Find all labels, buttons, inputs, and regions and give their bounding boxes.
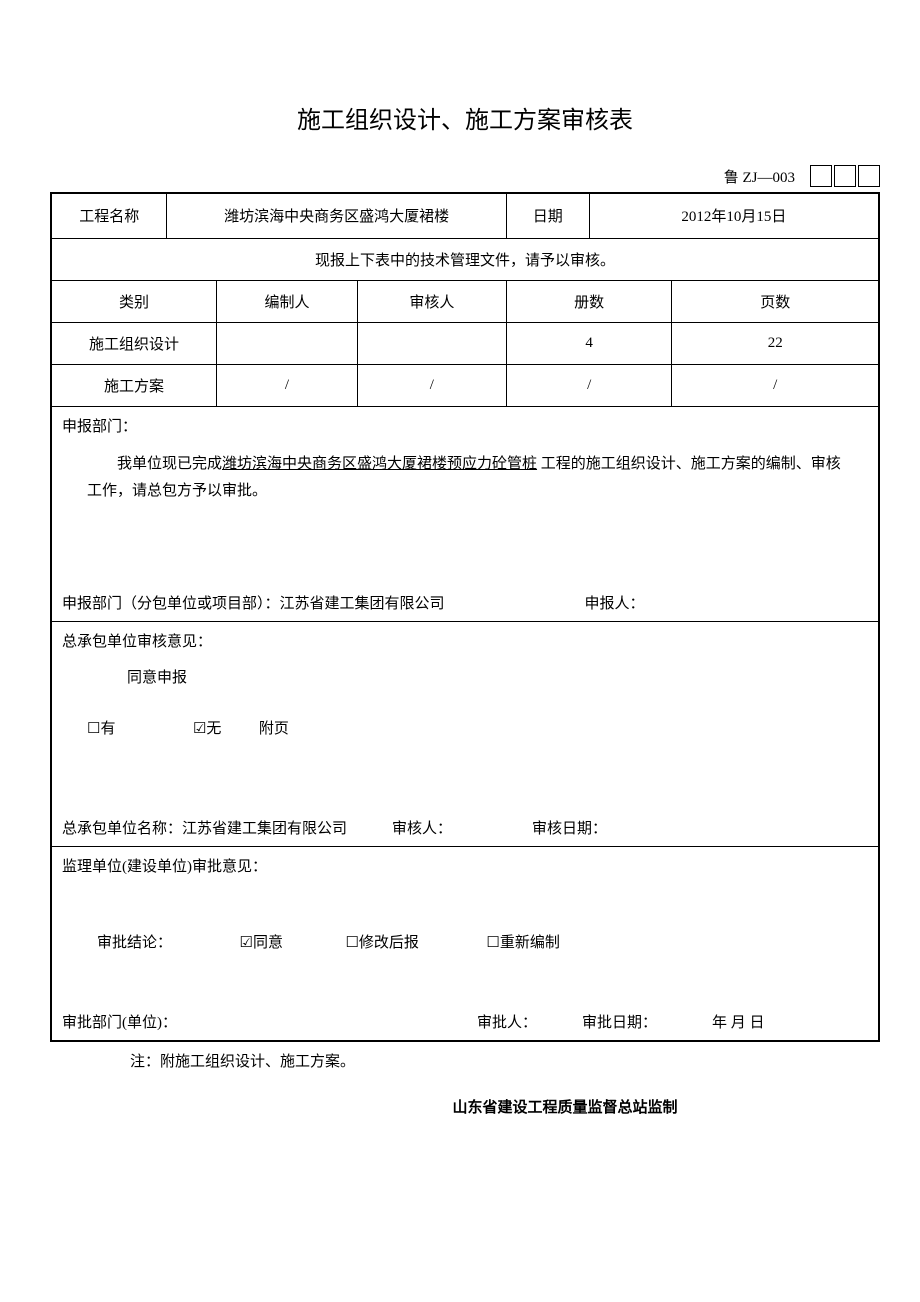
instruction-text: 现报上下表中的技术管理文件，请予以审核。 — [51, 238, 879, 280]
conclusion-label: 审批结论： — [97, 935, 172, 951]
form-title: 施工组织设计、施工方案审核表 — [50, 100, 880, 135]
cell-volumes: / — [506, 364, 672, 406]
contractor-bottom-line: 总承包单位名称： 江苏省建工集团有限公司 审核人： 审核日期： — [62, 817, 868, 838]
col-volumes: 册数 — [506, 280, 672, 322]
col-compiler: 编制人 — [217, 280, 358, 322]
cell-reviewer: / — [357, 364, 506, 406]
declare-dept-value: 江苏省建工集团有限公司 — [280, 592, 445, 613]
contractor-section: 总承包单位审核意见： 同意申报 ☐有 ☑无 附页 总承包单位名称： 江苏省建工集… — [51, 621, 879, 846]
header-row: 工程名称 潍坊滨海中央商务区盛鸿大厦裙楼 日期 2012年10月15日 — [51, 193, 879, 238]
code-boxes — [810, 165, 880, 187]
opt-revise: ☐修改后报 — [345, 934, 418, 951]
contractor-section-row: 总承包单位审核意见： 同意申报 ☐有 ☑无 附页 总承包单位名称： 江苏省建工集… — [51, 621, 879, 846]
contractor-checkboxes: ☐有 ☑无 附页 — [62, 717, 868, 738]
doc-code: 鲁 ZJ—003 — [724, 166, 795, 187]
checkbox-yes: ☐有 — [87, 720, 115, 737]
declare-prefix: 我单位现已完成 — [117, 456, 222, 472]
supervisor-bottom-line: 审批部门(单位)： 审批人： 审批日期： 年 月 日 — [62, 1011, 868, 1032]
declare-person-label: 申报人： — [585, 592, 645, 613]
contractor-reviewer-label: 审核人： — [392, 817, 452, 838]
contractor-agree: 同意申报 — [62, 666, 868, 687]
contractor-date-label: 审核日期： — [532, 817, 607, 838]
contractor-name-label: 总承包单位名称： — [62, 817, 182, 838]
date-label: 日期 — [506, 193, 589, 238]
supervisor-date-value: 年 月 日 — [712, 1011, 765, 1032]
column-header-row: 类别 编制人 审核人 册数 页数 — [51, 280, 879, 322]
supervisor-section: 监理单位(建设单位)审批意见： 审批结论： ☑同意 ☐修改后报 ☐重新编制 审批… — [51, 846, 879, 1041]
cell-category: 施工方案 — [51, 364, 217, 406]
col-reviewer: 审核人 — [357, 280, 506, 322]
project-name: 潍坊滨海中央商务区盛鸿大厦裙楼 — [167, 193, 506, 238]
cell-volumes: 4 — [506, 322, 672, 364]
supervisor-conclusion: 审批结论： ☑同意 ☐修改后报 ☐重新编制 — [62, 931, 868, 952]
footer-org: 山东省建设工程质量监督总站监制 — [50, 1096, 880, 1117]
cell-reviewer — [357, 322, 506, 364]
table-row: 施工组织设计 4 22 — [51, 322, 879, 364]
date-value: 2012年10月15日 — [589, 193, 879, 238]
cell-pages: / — [672, 364, 879, 406]
supervisor-date-label: 审批日期： — [582, 1011, 657, 1032]
cell-compiler: / — [217, 364, 358, 406]
declare-section-row: 申报部门： 我单位现已完成潍坊滨海中央商务区盛鸿大厦裙楼预应力砼管桩 工程的施工… — [51, 406, 879, 621]
supervisor-dept-label: 审批部门(单位)： — [62, 1011, 177, 1032]
footer-note: 注：附施工组织设计、施工方案。 — [50, 1050, 880, 1071]
declare-bottom-line: 申报部门（分包单位或项目部）： 江苏省建工集团有限公司 申报人： — [62, 592, 868, 613]
doc-code-row: 鲁 ZJ—003 — [50, 165, 880, 187]
contractor-name-value: 江苏省建工集团有限公司 — [182, 817, 347, 838]
declare-dept-label: 申报部门（分包单位或项目部）： — [62, 592, 280, 613]
supervisor-section-row: 监理单位(建设单位)审批意见： 审批结论： ☑同意 ☐修改后报 ☐重新编制 审批… — [51, 846, 879, 1041]
checkbox-no: ☑无 — [193, 720, 221, 737]
supervisor-person-label: 审批人： — [477, 1011, 537, 1032]
declare-label: 申报部门： — [62, 415, 868, 436]
code-box — [834, 165, 856, 187]
code-box — [810, 165, 832, 187]
project-name-label: 工程名称 — [51, 193, 167, 238]
declare-section: 申报部门： 我单位现已完成潍坊滨海中央商务区盛鸿大厦裙楼预应力砼管桩 工程的施工… — [51, 406, 879, 621]
cell-pages: 22 — [672, 322, 879, 364]
approval-table: 工程名称 潍坊滨海中央商务区盛鸿大厦裙楼 日期 2012年10月15日 现报上下… — [50, 192, 880, 1042]
col-category: 类别 — [51, 280, 217, 322]
col-pages: 页数 — [672, 280, 879, 322]
table-row: 施工方案 / / / / — [51, 364, 879, 406]
appendix-label: 附页 — [259, 721, 289, 737]
supervisor-label: 监理单位(建设单位)审批意见： — [62, 855, 868, 876]
declare-body: 我单位现已完成潍坊滨海中央商务区盛鸿大厦裙楼预应力砼管桩 工程的施工组织设计、施… — [62, 451, 868, 505]
contractor-label: 总承包单位审核意见： — [62, 630, 868, 651]
opt-redo: ☐重新编制 — [486, 934, 559, 951]
cell-category: 施工组织设计 — [51, 322, 217, 364]
opt-agree: ☑同意 — [240, 934, 283, 951]
cell-compiler — [217, 322, 358, 364]
declare-underlined: 潍坊滨海中央商务区盛鸿大厦裙楼预应力砼管桩 — [222, 456, 537, 472]
instruction-row: 现报上下表中的技术管理文件，请予以审核。 — [51, 238, 879, 280]
code-box — [858, 165, 880, 187]
